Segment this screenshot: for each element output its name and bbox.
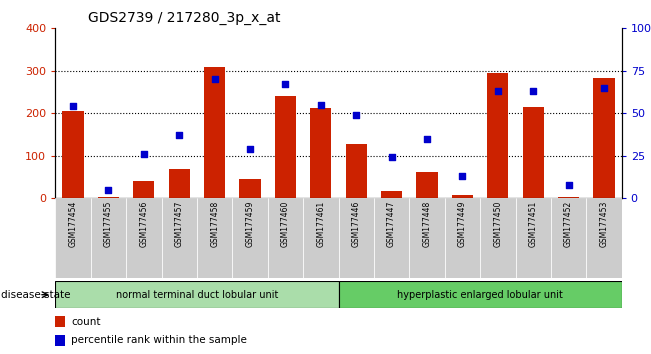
Text: GSM177456: GSM177456 [139,201,148,247]
Point [387,155,397,160]
Bar [381,190,402,198]
Text: GSM177450: GSM177450 [493,201,503,247]
Bar [516,198,551,278]
Bar [374,198,409,278]
Text: count: count [71,317,100,327]
Bar [452,195,473,198]
Point [493,88,503,94]
Bar [161,198,197,278]
Bar [417,172,437,198]
Text: GSM177448: GSM177448 [422,201,432,247]
Point [351,112,361,118]
Bar [339,198,374,278]
Point [104,187,114,193]
Point [245,146,255,152]
Point [422,136,432,142]
Bar [55,198,90,278]
Text: GDS2739 / 217280_3p_x_at: GDS2739 / 217280_3p_x_at [88,11,281,25]
Bar [275,96,296,198]
Bar [240,179,260,198]
Text: GSM177457: GSM177457 [174,201,184,247]
Bar [268,198,303,278]
Point [68,104,78,109]
Point [528,88,538,94]
Bar [133,181,154,198]
Bar [551,198,587,278]
Bar [55,335,65,346]
Bar [90,198,126,278]
Point [139,151,149,157]
Bar [126,198,161,278]
Text: disease state: disease state [1,290,71,300]
Text: GSM177461: GSM177461 [316,201,326,247]
Text: normal terminal duct lobular unit: normal terminal duct lobular unit [116,290,278,300]
Point [316,102,326,108]
Bar [487,73,508,198]
Text: GSM177454: GSM177454 [68,201,77,247]
Bar [310,108,331,198]
Point [599,85,609,91]
Bar [523,107,544,198]
Text: GSM177453: GSM177453 [600,201,609,247]
Text: GSM177452: GSM177452 [564,201,573,247]
Text: GSM177449: GSM177449 [458,201,467,247]
Point [563,182,574,188]
Bar [169,169,190,198]
Bar [204,67,225,198]
Bar [55,316,65,327]
Bar [346,144,367,198]
Text: GSM177459: GSM177459 [245,201,255,247]
Bar [480,198,516,278]
Text: GSM177455: GSM177455 [104,201,113,247]
Bar [558,197,579,198]
Bar [339,281,622,308]
Bar [62,111,83,198]
Text: hyperplastic enlarged lobular unit: hyperplastic enlarged lobular unit [397,290,563,300]
Bar [197,198,232,278]
Text: GSM177460: GSM177460 [281,201,290,247]
Text: GSM177446: GSM177446 [352,201,361,247]
Point [457,173,467,179]
Point [280,81,290,87]
Bar [409,198,445,278]
Bar [445,198,480,278]
Text: GSM177447: GSM177447 [387,201,396,247]
Bar [593,78,615,198]
Text: GSM177458: GSM177458 [210,201,219,247]
Bar [303,198,339,278]
Point [174,132,184,138]
Text: percentile rank within the sample: percentile rank within the sample [71,335,247,346]
Point [210,76,220,82]
Bar [232,198,268,278]
Text: GSM177451: GSM177451 [529,201,538,247]
Bar [55,281,339,308]
Bar [587,198,622,278]
